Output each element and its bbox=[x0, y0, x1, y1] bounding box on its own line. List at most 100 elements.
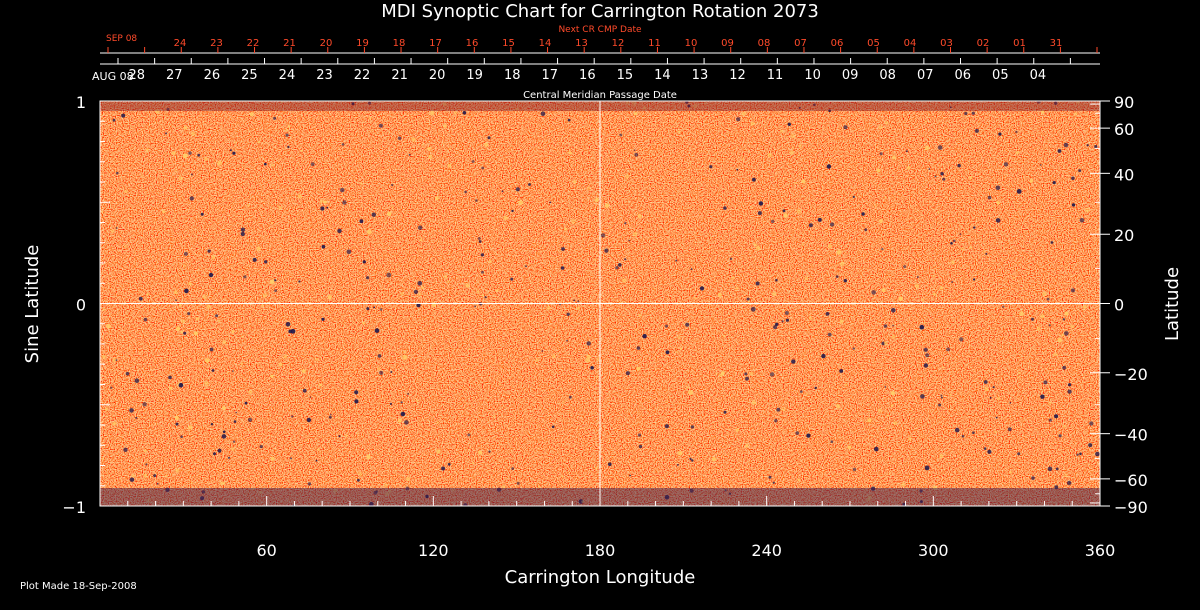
bright-spot bbox=[471, 461, 475, 465]
bright-spot bbox=[1063, 474, 1068, 478]
cmp-date-label: 09 bbox=[842, 68, 859, 83]
bright-spot bbox=[1064, 311, 1069, 316]
bright-spot bbox=[893, 421, 898, 426]
dark-spot bbox=[1040, 164, 1042, 166]
cmp-date-label: 04 bbox=[1030, 68, 1047, 83]
bright-spot bbox=[515, 107, 519, 111]
dark-spot bbox=[940, 394, 943, 397]
dark-spot bbox=[240, 227, 246, 232]
bright-spot bbox=[711, 456, 717, 462]
dark-spot bbox=[183, 251, 188, 256]
bright-spot bbox=[867, 418, 872, 423]
dark-spot bbox=[1086, 144, 1089, 147]
dark-spot bbox=[689, 457, 692, 460]
bright-spot bbox=[104, 407, 108, 411]
dark-spot bbox=[125, 371, 130, 376]
bright-spot bbox=[183, 153, 188, 159]
dark-spot bbox=[359, 219, 364, 224]
bright-spot bbox=[256, 246, 261, 251]
dark-spot bbox=[287, 145, 290, 149]
y-right-tick-label: −90 bbox=[1114, 498, 1148, 517]
bright-spot bbox=[797, 478, 800, 482]
bright-spot bbox=[231, 447, 235, 451]
dark-spot bbox=[567, 118, 571, 122]
dark-spot bbox=[619, 133, 623, 137]
x-tick-label: 60 bbox=[256, 541, 276, 560]
next-cr-start-label: SEP 08 bbox=[106, 34, 137, 44]
next-cr-date-label: 24 bbox=[174, 38, 187, 49]
bright-spot bbox=[741, 111, 746, 116]
bright-spot bbox=[537, 485, 541, 488]
dark-spot bbox=[800, 390, 803, 393]
dark-spot bbox=[326, 206, 329, 209]
next-cr-date-label: 15 bbox=[502, 38, 515, 49]
bright-spot bbox=[689, 161, 692, 164]
bright-spot bbox=[206, 304, 212, 310]
dark-spot bbox=[560, 266, 565, 270]
cmp-date-label: 25 bbox=[241, 68, 258, 83]
bright-spot bbox=[248, 390, 253, 394]
dark-spot bbox=[808, 223, 813, 228]
dark-spot bbox=[690, 268, 693, 270]
bright-spot bbox=[178, 175, 184, 181]
dark-spot bbox=[685, 101, 689, 104]
bright-spot bbox=[446, 280, 450, 283]
bright-spot bbox=[112, 358, 116, 362]
bright-spot bbox=[359, 181, 363, 185]
dark-spot bbox=[551, 425, 555, 429]
bright-spot bbox=[278, 206, 282, 210]
dark-spot bbox=[197, 153, 201, 157]
bright-spot bbox=[174, 169, 177, 172]
bright-spot bbox=[642, 106, 647, 110]
cmp-date-label: 10 bbox=[804, 68, 821, 83]
bright-spot bbox=[994, 430, 997, 433]
dark-spot bbox=[995, 218, 1001, 223]
bright-spot bbox=[792, 146, 794, 149]
bright-spot bbox=[317, 448, 320, 452]
dark-spot bbox=[821, 353, 826, 359]
bright-spot bbox=[444, 275, 448, 279]
dark-spot bbox=[814, 386, 817, 390]
y-right-tick-label: −20 bbox=[1114, 365, 1148, 384]
bright-spot bbox=[546, 306, 551, 310]
dark-spot bbox=[1079, 218, 1085, 223]
y-right-tick-label: 0 bbox=[1114, 296, 1124, 315]
dark-spot bbox=[806, 433, 811, 438]
bright-spot bbox=[503, 215, 508, 221]
bright-spot bbox=[436, 421, 439, 424]
dark-spot bbox=[723, 410, 727, 414]
dark-spot bbox=[273, 116, 277, 120]
bright-spot bbox=[191, 481, 193, 484]
bright-spot bbox=[1085, 207, 1090, 213]
bright-spot bbox=[877, 408, 882, 413]
dark-spot bbox=[302, 388, 307, 393]
bright-spot bbox=[131, 474, 135, 478]
bright-spot bbox=[1074, 112, 1078, 116]
bright-spot bbox=[261, 304, 264, 307]
bright-spot bbox=[106, 324, 111, 329]
bright-spot bbox=[101, 457, 105, 461]
bright-spot bbox=[693, 103, 698, 109]
bright-spot bbox=[270, 374, 274, 378]
dark-spot bbox=[180, 435, 183, 439]
dark-spot bbox=[1048, 324, 1051, 327]
dark-spot bbox=[188, 151, 192, 155]
bright-spot bbox=[433, 103, 436, 106]
dark-spot bbox=[232, 440, 236, 443]
bright-spot bbox=[1057, 337, 1063, 343]
bright-spot bbox=[937, 211, 940, 214]
bright-spot bbox=[495, 289, 499, 292]
dark-spot bbox=[826, 164, 832, 169]
bright-spot bbox=[257, 140, 260, 144]
dark-spot bbox=[484, 296, 487, 299]
next-cr-date-label: 13 bbox=[575, 38, 588, 49]
dark-spot bbox=[1064, 331, 1069, 336]
bright-spot bbox=[949, 393, 952, 396]
bright-spot bbox=[1061, 333, 1064, 337]
dark-spot bbox=[400, 401, 403, 404]
bright-spot bbox=[888, 472, 892, 476]
dark-spot bbox=[321, 244, 326, 249]
dark-spot bbox=[771, 219, 775, 224]
dark-spot bbox=[983, 380, 988, 384]
dark-spot bbox=[883, 324, 888, 328]
